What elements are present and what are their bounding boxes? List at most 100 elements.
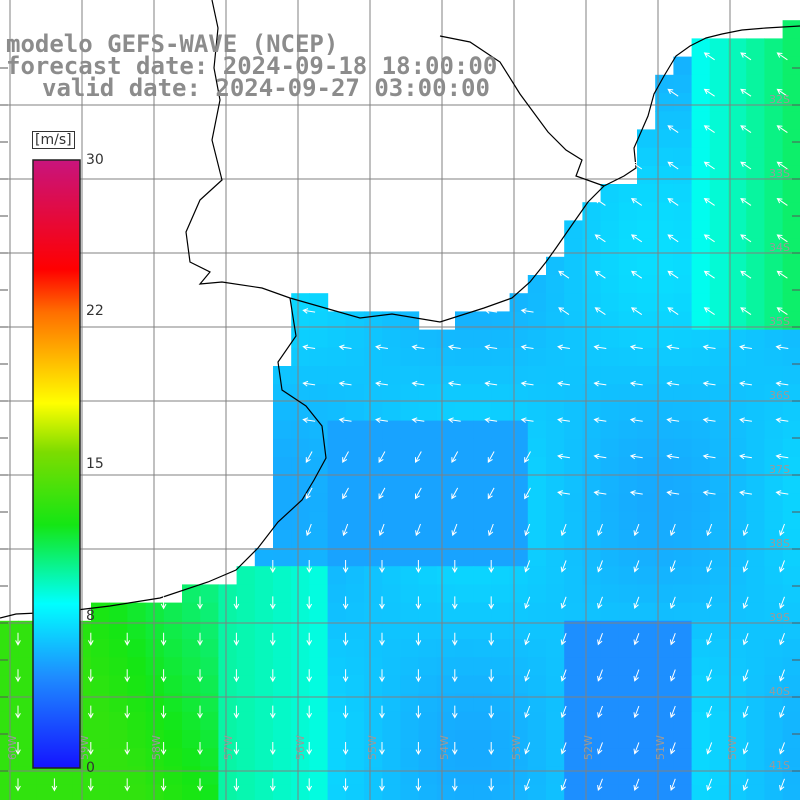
wind-cell: [764, 56, 784, 76]
wind-cell: [782, 420, 800, 440]
wind-arrow-icon: [776, 234, 788, 243]
wind-cell: [527, 693, 547, 713]
wind-cell: [309, 602, 329, 622]
longitude-labels: 60W 59W 58W 57W 56W 55W 54W 53W 52W 51W 50W: [6, 735, 739, 760]
wind-arrow-icon: [411, 417, 425, 423]
lat-label: 36S: [769, 389, 790, 402]
wind-cell: [163, 711, 183, 731]
wind-arrow-icon: [524, 487, 531, 500]
wind-cell: [582, 584, 602, 604]
wind-cell: [182, 748, 201, 767]
wind-cell: [309, 493, 329, 513]
wind-arrow-icon: [524, 742, 531, 755]
wind-arrow-icon: [520, 417, 534, 423]
wind-cell: [564, 366, 583, 385]
wind-arrow-icon: [233, 669, 240, 683]
wind-arrow-icon: [306, 669, 313, 683]
wind-arrow-icon: [451, 596, 458, 610]
wind-cell: [200, 693, 219, 713]
wind-cell: [527, 657, 547, 676]
lon-label: 60W: [6, 735, 19, 760]
wind-cell: [673, 493, 693, 513]
wind-cell: [618, 220, 638, 240]
wind-arrow-icon: [779, 560, 785, 573]
wind-cell: [473, 711, 492, 731]
wind-cell: [600, 402, 620, 422]
wind-cell: [746, 256, 765, 276]
wind-cell: [582, 420, 602, 440]
wind-arrow-icon: [306, 705, 313, 719]
wind-cell: [582, 475, 602, 494]
wind-cell: [582, 675, 602, 695]
wind-arrow-icon: [451, 523, 458, 537]
wind-cell: [782, 275, 800, 294]
wind-cell: [127, 766, 147, 786]
wind-arrow-icon: [451, 778, 458, 792]
wind-arrow-icon: [524, 596, 531, 609]
wind-cell: [473, 366, 492, 385]
wind-cell: [455, 511, 474, 531]
wind-cell: [728, 347, 747, 367]
wind-cell: [782, 784, 800, 800]
wind-cell: [655, 511, 674, 531]
wind-cell: [455, 566, 474, 585]
wind-cell: [0, 711, 19, 731]
wind-cell: [728, 457, 747, 476]
wind-cell: [473, 748, 492, 767]
wind-arrow-icon: [197, 632, 203, 646]
wind-cell: [618, 475, 638, 494]
wind-cell: [91, 657, 110, 676]
wind-arrow-icon: [87, 742, 94, 756]
wind-arrow-icon: [633, 523, 640, 537]
wind-cell: [163, 748, 183, 767]
wind-cell: [691, 347, 711, 367]
wind-cell: [746, 384, 765, 403]
wind-cell: [673, 256, 693, 276]
wind-cell: [309, 675, 329, 695]
wind-cell: [618, 693, 638, 713]
wind-cell: [673, 602, 693, 622]
wind-arrow-icon: [302, 417, 316, 423]
wind-cell: [618, 711, 638, 731]
wind-cell: [564, 220, 583, 240]
wind-cell: [473, 693, 492, 713]
wind-cell: [673, 129, 693, 149]
wind-arrow-icon: [411, 380, 425, 387]
lat-label: 35S: [769, 315, 790, 328]
wind-cell: [491, 675, 511, 695]
wind-cell: [382, 529, 401, 549]
lat-label: 38S: [769, 537, 790, 550]
wind-cell: [637, 402, 656, 422]
wind-cell: [673, 584, 693, 604]
wind-arrow-icon: [666, 344, 680, 351]
wind-cell: [109, 639, 128, 658]
wind-cell: [400, 657, 420, 676]
wind-cell: [709, 38, 729, 58]
wind-cell: [691, 784, 711, 800]
wind-cell: [546, 438, 565, 458]
wind-cell: [509, 620, 529, 640]
wind-arrow-icon: [702, 490, 716, 496]
wind-arrow-icon: [415, 523, 421, 537]
wind-arrow-icon: [451, 560, 458, 574]
wind-cell: [546, 784, 565, 800]
wind-cell: [673, 620, 693, 640]
wind-cell: [291, 657, 310, 676]
wind-cell: [254, 548, 274, 567]
wind-cell: [254, 766, 274, 786]
wind-cell: [291, 730, 310, 749]
wind-cell: [309, 566, 329, 585]
wind-arrow-icon: [594, 198, 606, 206]
wind-cell: [0, 620, 19, 640]
wind-arrow-icon: [124, 742, 131, 756]
wind-cell: [618, 748, 638, 767]
lat-label: 39S: [769, 611, 790, 624]
wind-cell: [709, 438, 729, 458]
wind-cell: [400, 529, 420, 549]
wind-arrow-icon: [597, 778, 603, 791]
wind-arrow-icon: [558, 270, 570, 279]
wind-arrow-icon: [160, 742, 167, 756]
wind-cell: [473, 311, 492, 331]
wind-cell: [746, 202, 765, 221]
